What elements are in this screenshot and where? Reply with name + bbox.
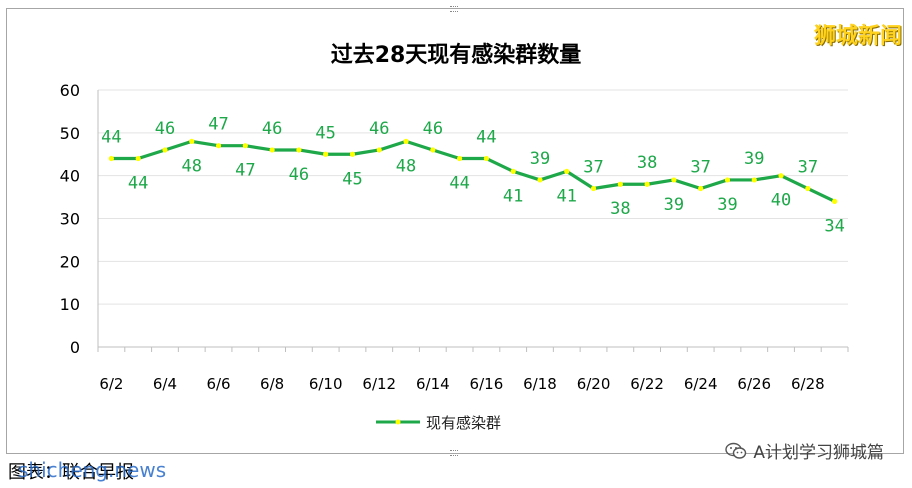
x-tick-label: 6/26 [737, 375, 771, 393]
brand-credit-text: A计划学习狮城篇 [753, 443, 884, 463]
x-tick-label: 6/10 [309, 375, 343, 393]
x-tick-label: 6/8 [260, 375, 284, 393]
grid-layer [98, 89, 848, 305]
x-tick-label: 6/12 [362, 375, 396, 393]
data-point [403, 138, 409, 144]
data-point [617, 181, 623, 187]
data-point [590, 185, 597, 192]
data-point [215, 143, 222, 149]
axis-layer: 0 10 20 30 40 50 60 6/2 6/4 6/6 6/8 6/10 6/12 6/14 6/1… [60, 81, 849, 393]
data-point [724, 177, 731, 183]
data-point [644, 181, 650, 187]
data-label: 34 [824, 216, 844, 236]
data-point [537, 177, 543, 183]
data-label: 46 [423, 119, 443, 139]
legend-marker [395, 419, 401, 425]
data-label: 45 [315, 123, 335, 143]
x-tick-label: 6/22 [630, 375, 664, 393]
y-tick-label: 20 [60, 252, 80, 271]
data-point [269, 147, 275, 153]
data-point [564, 168, 570, 174]
x-tick-label: 6/6 [206, 375, 230, 393]
chart-title: 过去28天现有感染群数量 [331, 42, 582, 68]
data-label: 41 [503, 186, 523, 206]
data-label: 46 [289, 165, 309, 185]
series-line [111, 139, 836, 203]
chart-frame [6, 6, 904, 456]
data-label: 44 [449, 174, 469, 194]
data-label: 39 [664, 195, 684, 215]
y-tick-label: 50 [60, 124, 80, 143]
x-tick-label: 6/16 [470, 375, 504, 393]
data-point [483, 155, 489, 162]
data-label: 37 [583, 158, 603, 178]
y-tick-label: 10 [60, 295, 80, 314]
data-label: 38 [637, 153, 657, 173]
y-tick-label: 30 [60, 210, 80, 229]
data-point [349, 151, 356, 157]
data-point [778, 173, 784, 179]
data-point [189, 138, 195, 144]
legend-label: 现有感染群 [426, 414, 501, 432]
data-label: 45 [342, 169, 362, 189]
data-label: 37 [798, 158, 818, 178]
data-point [457, 155, 463, 162]
x-tick-label: 6/4 [153, 375, 177, 393]
x-tick-label: 6/28 [791, 375, 825, 393]
data-point [671, 177, 677, 183]
data-point [510, 168, 516, 174]
data-point [430, 147, 436, 153]
data-point [751, 177, 757, 183]
data-label: 46 [262, 119, 282, 139]
data-label: 37 [690, 158, 710, 178]
brand-credit: A计划学习狮城篇 [725, 438, 884, 463]
data-point [108, 155, 114, 162]
series-layer [108, 138, 838, 204]
legend: 现有感染群 [376, 414, 501, 432]
data-point [832, 198, 838, 204]
watermark-logo: 狮城新闻 [813, 24, 902, 49]
data-label: 44 [128, 174, 148, 194]
x-tick-label: 6/18 [523, 375, 557, 393]
data-point [296, 147, 302, 153]
data-label: 48 [182, 156, 202, 176]
data-label: 44 [476, 128, 496, 148]
data-label-layer: 44 44 46 48 47 47 46 46 45 45 46 48 46 44 44 41 39 41 37 38… [101, 115, 845, 237]
data-label: 39 [717, 195, 737, 215]
site-watermark: shicheng.news [18, 458, 167, 482]
data-label: 38 [610, 199, 630, 219]
x-tick-label: 6/14 [416, 375, 450, 393]
y-tick-label: 0 [70, 338, 80, 357]
data-label: 39 [744, 149, 764, 169]
data-label: 46 [155, 119, 175, 139]
data-label: 47 [235, 161, 255, 181]
data-label: 39 [530, 149, 550, 169]
figure-caption: 图表：联合早报 [8, 462, 134, 483]
data-label: 47 [208, 115, 228, 135]
resize-handle-bottom[interactable] [450, 450, 458, 456]
x-tick-label: 6/24 [684, 375, 718, 393]
x-tick-label: 6/20 [577, 375, 611, 393]
data-point [698, 185, 704, 192]
wechat-icon [725, 442, 747, 459]
y-tick-label: 60 [60, 81, 80, 100]
data-label: 48 [396, 156, 416, 176]
data-point [805, 185, 811, 192]
data-label: 44 [101, 128, 121, 148]
data-point [323, 151, 329, 157]
data-label: 41 [557, 186, 577, 206]
data-point [376, 147, 382, 153]
data-point [242, 143, 248, 149]
data-point [135, 155, 141, 162]
data-point [162, 147, 168, 153]
resize-handle-top[interactable] [450, 6, 458, 12]
x-tick-label: 6/2 [99, 375, 123, 393]
y-tick-label: 40 [60, 167, 80, 186]
data-label: 40 [771, 191, 791, 211]
data-label: 46 [369, 119, 389, 139]
